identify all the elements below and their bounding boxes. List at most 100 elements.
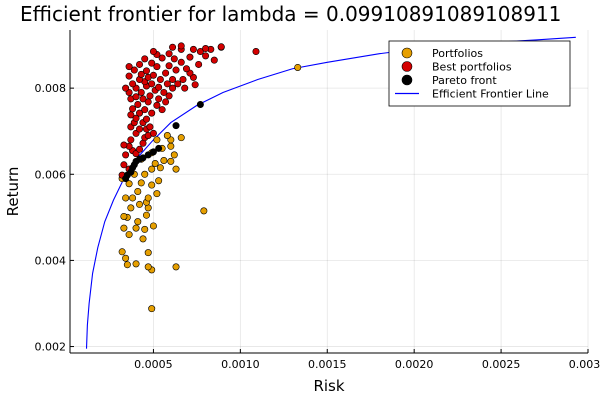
best-portfolios-point	[153, 63, 161, 71]
portfolios-point	[167, 157, 175, 165]
portfolios-point	[148, 165, 156, 173]
legend-swatch-best-portfolios	[401, 61, 413, 72]
best-portfolios-point	[125, 63, 133, 71]
best-portfolios-point	[139, 95, 147, 103]
best-portfolios-point	[155, 83, 163, 91]
x-tick-label: 0.0025	[482, 358, 521, 371]
pareto-front-point	[144, 151, 152, 159]
portfolios-point	[132, 224, 140, 232]
best-portfolios-point	[134, 101, 142, 109]
portfolios-point	[200, 207, 208, 215]
best-portfolios-point	[177, 42, 185, 50]
portfolios-point	[153, 190, 161, 198]
best-portfolios-point	[149, 129, 157, 137]
portfolios-point	[177, 134, 185, 142]
portfolios-point	[139, 235, 147, 243]
best-portfolios-point	[136, 145, 144, 153]
y-axis-ticks: 0.002 0.004 0.006 0.008	[35, 82, 74, 354]
portfolios-point	[144, 194, 152, 202]
best-portfolios-point	[210, 56, 218, 64]
portfolios-point	[294, 63, 302, 71]
y-axis-label: Return	[4, 167, 22, 217]
portfolios-point	[120, 212, 128, 220]
x-tick-label: 0.0015	[308, 358, 347, 371]
best-portfolios-point	[191, 81, 199, 89]
portfolios-point	[125, 231, 133, 239]
best-portfolios-point	[146, 92, 154, 100]
x-tick-label: 0.0020	[395, 358, 434, 371]
portfolios-point	[132, 260, 140, 268]
legend-swatch-pareto-front	[401, 74, 413, 86]
portfolios-point	[142, 211, 150, 219]
legend-box	[388, 40, 571, 107]
best-portfolios-point	[148, 59, 156, 67]
best-portfolios-point	[195, 60, 203, 68]
portfolios-point	[125, 180, 133, 188]
best-portfolios-point	[165, 62, 173, 70]
legend-label-pareto-front: Pareto front	[432, 74, 497, 87]
chart-title: Efficient frontier for lambda = 0.099108…	[20, 2, 561, 26]
x-tick-label: 0.0005	[134, 358, 173, 371]
portfolios-point	[144, 263, 152, 271]
portfolios-point	[160, 156, 168, 164]
pareto-front-point	[172, 122, 180, 130]
best-portfolios-point	[189, 45, 197, 53]
best-portfolios-point	[141, 55, 149, 63]
y-tick-label: 0.004	[35, 254, 67, 267]
best-portfolios-point	[155, 95, 163, 103]
scatter-points-layer	[118, 42, 302, 313]
portfolios-point	[151, 160, 159, 168]
axes	[69, 30, 588, 354]
best-portfolios-point	[177, 58, 185, 66]
best-portfolios-point	[163, 80, 171, 88]
best-portfolios-point	[136, 125, 144, 133]
portfolios-point	[156, 164, 164, 172]
legend-label-best-portfolios: Best portfolios	[432, 61, 512, 74]
best-portfolios-point	[162, 98, 170, 106]
best-portfolios-point	[181, 84, 189, 92]
portfolios-point	[148, 305, 156, 313]
best-portfolios-point	[174, 80, 182, 88]
best-portfolios-point	[217, 43, 225, 51]
portfolios-point	[137, 179, 145, 187]
best-portfolios-point	[142, 67, 150, 75]
legend-label-efficient-frontier-line: Efficient Frontier Line	[432, 88, 549, 101]
best-portfolios-point	[127, 136, 135, 144]
best-portfolios-point	[129, 105, 137, 113]
portfolios-point	[134, 218, 142, 226]
best-portfolios-point	[182, 65, 190, 73]
best-portfolios-point	[202, 45, 210, 53]
best-portfolios-point	[127, 111, 135, 119]
best-portfolios-point	[122, 151, 130, 159]
portfolios-point	[149, 222, 157, 230]
best-portfolios-point	[136, 60, 144, 68]
portfolios-point	[123, 261, 131, 269]
y-tick-label: 0.002	[35, 341, 67, 354]
x-axis-label: Risk	[313, 377, 344, 395]
best-portfolios-point	[149, 48, 157, 56]
portfolios-point	[122, 194, 130, 202]
best-portfolios-point	[165, 50, 173, 58]
best-portfolios-point	[148, 109, 156, 117]
best-portfolios-point	[125, 72, 133, 80]
pareto-front-point	[196, 101, 204, 109]
portfolios-point	[172, 263, 180, 271]
best-portfolios-point	[169, 43, 177, 51]
best-portfolios-point	[141, 106, 149, 114]
portfolios-point	[155, 177, 163, 185]
best-portfolios-point	[130, 66, 138, 74]
best-portfolios-point	[137, 70, 145, 78]
y-tick-label: 0.006	[35, 168, 67, 181]
pareto-front-point	[139, 154, 147, 162]
portfolios-point	[129, 194, 137, 202]
best-portfolios-point	[172, 66, 180, 74]
best-portfolios-point	[120, 141, 128, 149]
y-tick-label: 0.008	[35, 82, 67, 95]
portfolios-point	[118, 248, 126, 256]
pareto-front-point	[155, 144, 163, 152]
portfolios-point	[170, 151, 178, 159]
